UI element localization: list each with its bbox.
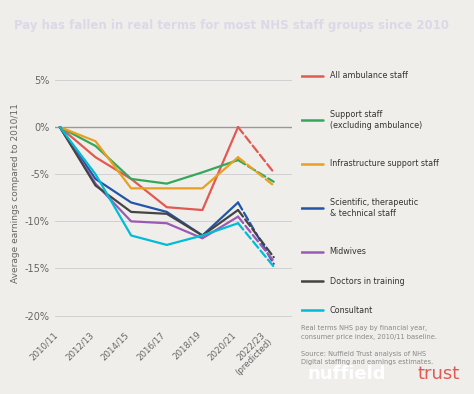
Text: trust: trust <box>418 365 460 383</box>
Text: Support staff
(excluding ambulance): Support staff (excluding ambulance) <box>329 110 422 130</box>
Text: nuffield: nuffield <box>308 365 386 383</box>
Text: Pay has fallen in real terms for most NHS staff groups since 2010: Pay has fallen in real terms for most NH… <box>14 19 449 32</box>
Text: Real terms NHS pay by financial year,
consumer price index, 2010/11 baseline.

S: Real terms NHS pay by financial year, co… <box>301 325 437 365</box>
Text: Scientific, therapeutic
& technical staff: Scientific, therapeutic & technical staf… <box>329 198 418 218</box>
Y-axis label: Average earnings compared to 2010/11: Average earnings compared to 2010/11 <box>11 103 20 283</box>
Text: Infrastructure support staff: Infrastructure support staff <box>329 159 438 168</box>
Text: All ambulance staff: All ambulance staff <box>329 71 408 80</box>
Text: Doctors in training: Doctors in training <box>329 277 404 286</box>
Text: Midwives: Midwives <box>329 247 366 256</box>
Text: Consultant: Consultant <box>329 306 373 315</box>
